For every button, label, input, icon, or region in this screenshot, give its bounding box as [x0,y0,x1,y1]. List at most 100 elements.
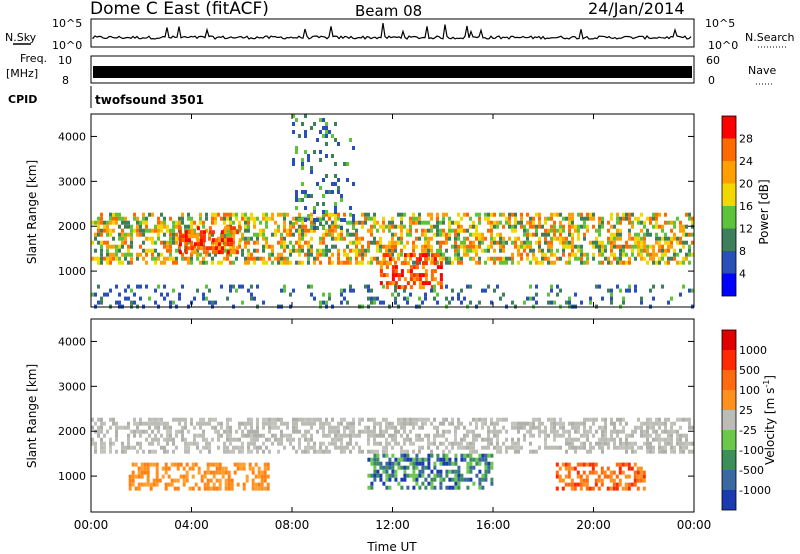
velocity-cell [259,445,262,450]
velocity-cell [215,486,219,491]
power-cell [124,256,127,261]
power-cell [139,232,142,237]
power-cell [493,256,496,261]
power-cell [541,260,544,265]
velocity-cell [448,457,452,462]
velocity-cell [283,445,286,450]
velocity-cell [248,466,252,471]
velocity-cell [139,421,142,426]
velocity-cell [555,470,559,475]
power-cell [202,230,206,235]
velocity-cell [639,466,643,471]
power-cell [130,256,133,261]
velocity-cell [301,433,304,438]
power-cell [454,244,457,249]
power-cell [403,277,407,282]
velocity-cell [337,429,340,434]
velocity-cell [646,417,649,422]
power-cell [178,226,182,231]
power-cell [598,248,601,253]
power-cell [298,134,301,138]
power-cell [412,212,415,217]
velocity-cell [457,445,460,450]
power-cell [394,248,397,253]
velocity-cell [594,462,598,467]
power-cell [493,248,496,253]
velocity-cell [193,425,196,430]
power-cell [139,228,142,233]
power-cell [109,260,112,265]
velocity-cell [260,478,264,483]
velocity-cell [580,433,583,438]
velocity-cell [574,445,577,450]
velocity-cell [481,485,485,490]
velocity-cell [529,441,532,446]
velocity-cell [619,429,622,434]
velocity-cell [616,433,619,438]
velocity-cell [624,474,628,479]
power-cell [532,216,535,221]
power-cell [133,292,136,297]
power-cell [688,248,691,253]
power-cell [370,216,373,221]
power-cell [301,248,304,253]
power-cell [211,256,214,261]
power-cell [682,228,685,233]
velocity-cell [268,421,271,426]
velocity-cell [633,478,637,483]
velocity-cell [403,425,406,430]
power-cell [400,269,404,274]
power-cell [529,240,532,245]
power-cell [184,256,187,261]
power-cell [673,224,676,229]
velocity-cell [265,421,268,426]
power-cell [610,300,613,305]
velocity-cell [445,457,449,462]
velocity-cell [208,441,211,446]
power-cell [574,228,577,233]
power-cell [172,260,175,265]
velocity-cell [403,417,406,422]
power-cell [610,296,613,301]
power-cell [196,288,199,293]
power-cell [214,250,218,255]
velocity-cell [185,478,189,483]
velocity-cell [469,461,473,466]
xtick-label: 00:00 [677,518,712,532]
velocity-cell [385,453,389,458]
velocity-cell [445,469,449,474]
velocity-cell [106,429,109,434]
velocity-cell [256,445,259,450]
velocity-cell [535,417,538,422]
velocity-cell [523,437,526,442]
power-cell [235,246,239,251]
power-cell [436,260,439,265]
velocity-cell [439,485,443,490]
velocity-cell [627,466,631,471]
power-cell [577,228,580,233]
velocity-cell [367,425,370,430]
power-cell [535,256,538,261]
velocity-cell [439,469,443,474]
power-cell [400,285,404,290]
power-cell [226,252,229,257]
velocity-cell [685,433,688,438]
power-cell [628,232,631,237]
velocity-cell [109,417,112,422]
power-cell [610,288,613,293]
velocity-cell [484,469,488,474]
power-cell [601,240,604,245]
power-cell [562,216,565,221]
power-cell [427,220,430,225]
power-cell [457,248,460,253]
velocity-cell [133,445,136,450]
power-cell [412,260,415,265]
power-cell [589,216,592,221]
power-cell [568,232,571,237]
power-cell [196,248,199,253]
power-cell [349,288,352,293]
power-cell [226,250,230,255]
power-cell [418,212,421,217]
velocity-cell [134,486,138,491]
power-cell [322,292,325,297]
